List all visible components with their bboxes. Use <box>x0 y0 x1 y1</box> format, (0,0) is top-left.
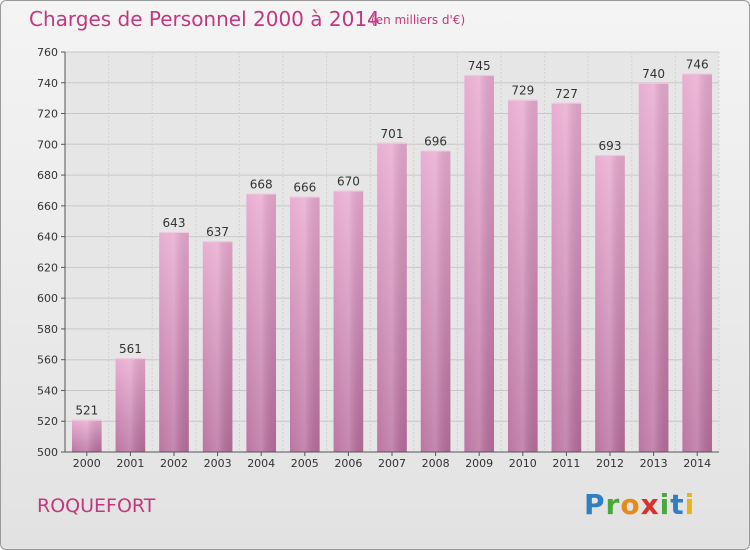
x-tick-label: 2007 <box>378 457 406 470</box>
bar-shine <box>71 419 102 452</box>
x-tick-label: 2002 <box>160 457 188 470</box>
y-tick-label: 560 <box>37 354 58 367</box>
logo-letter: P <box>584 488 606 521</box>
bar-shine <box>333 190 364 452</box>
y-tick-label: 500 <box>37 446 58 459</box>
axes: 500 520 540 560 580 600 620 640 660 680 700 720 740 7… <box>37 46 719 470</box>
y-tick-label: 700 <box>37 138 58 151</box>
x-tick-label: 2005 <box>291 457 319 470</box>
x-tick-label: 2004 <box>247 457 275 470</box>
bar-value-label: 521 <box>75 404 98 418</box>
y-tick-label: 600 <box>37 292 58 305</box>
y-tick-label: 640 <box>37 231 58 244</box>
chart-subtitle: (en milliers d'€) <box>371 13 466 27</box>
bar-shine <box>159 232 189 452</box>
x-tick-label: 2006 <box>334 457 362 470</box>
bar-value-label: 696 <box>424 134 447 148</box>
bar-value-label: 727 <box>555 87 578 101</box>
x-tick-label: 2009 <box>465 457 493 470</box>
y-tick-label: 620 <box>37 261 58 274</box>
x-tick-label: 2000 <box>73 457 101 470</box>
x-tick-label: 2014 <box>683 457 711 470</box>
x-tick-label: 2003 <box>204 457 232 470</box>
bar-value-label: 746 <box>686 58 709 72</box>
bar-value-label: 745 <box>468 59 491 73</box>
bar-value-label: 561 <box>119 342 142 356</box>
x-tick-label: 2013 <box>640 457 668 470</box>
bar-shine <box>638 82 669 453</box>
y-tick-label: 520 <box>37 415 58 428</box>
y-tick-label: 740 <box>37 77 58 90</box>
bar-value-label: 666 <box>293 181 316 195</box>
bar-value-label: 729 <box>511 84 534 98</box>
x-tick-label: 2010 <box>509 457 537 470</box>
bar-shine <box>507 99 538 452</box>
x-tick-label: 2011 <box>552 457 580 470</box>
logo-letter: x <box>640 488 660 521</box>
y-tick-label: 540 <box>37 384 58 397</box>
y-tick-label: 760 <box>37 46 58 59</box>
bar-value-label: 693 <box>599 139 622 153</box>
bar-shine <box>420 150 451 452</box>
city-label: ROQUEFORT <box>37 495 156 517</box>
bar-shine <box>377 142 407 452</box>
bar-shine <box>115 358 146 452</box>
bar-shine <box>682 73 713 453</box>
x-tick-label: 2001 <box>116 457 144 470</box>
bar-shine <box>246 193 277 453</box>
bar-value-label: 740 <box>642 67 665 81</box>
bar-shine <box>551 102 582 453</box>
bar-chart: 521 561 643 637 668 666 670 701 696 745 729 727 693 7… <box>37 46 720 470</box>
chart-title: Charges de Personnel 2000 à 2014 <box>29 7 380 31</box>
logo-letter: i <box>659 488 671 521</box>
bar-shine <box>202 241 233 452</box>
bar-value-label: 668 <box>250 178 273 192</box>
y-tick-label: 720 <box>37 108 58 121</box>
logo-letter: o <box>620 488 641 521</box>
x-tick-label: 2008 <box>422 457 450 470</box>
bar-shine <box>289 196 320 452</box>
bars: 521 561 643 637 668 666 670 701 696 745 729 727 693 7… <box>71 58 713 453</box>
bar-shine <box>464 75 495 453</box>
y-tick-label: 660 <box>37 200 58 213</box>
bar-value-label: 637 <box>206 225 229 239</box>
logo-letter: i <box>684 488 696 521</box>
y-tick-label: 680 <box>37 169 58 182</box>
bar-value-label: 643 <box>163 216 186 230</box>
x-tick-label: 2012 <box>596 457 624 470</box>
logo-letter: t <box>670 488 685 521</box>
proxiti-logo: Proxiti <box>584 488 695 521</box>
bar-value-label: 701 <box>381 127 404 141</box>
bar-shine <box>595 155 625 453</box>
logo-letter: r <box>605 488 621 521</box>
y-tick-label: 580 <box>37 323 58 336</box>
bar-value-label: 670 <box>337 174 360 188</box>
